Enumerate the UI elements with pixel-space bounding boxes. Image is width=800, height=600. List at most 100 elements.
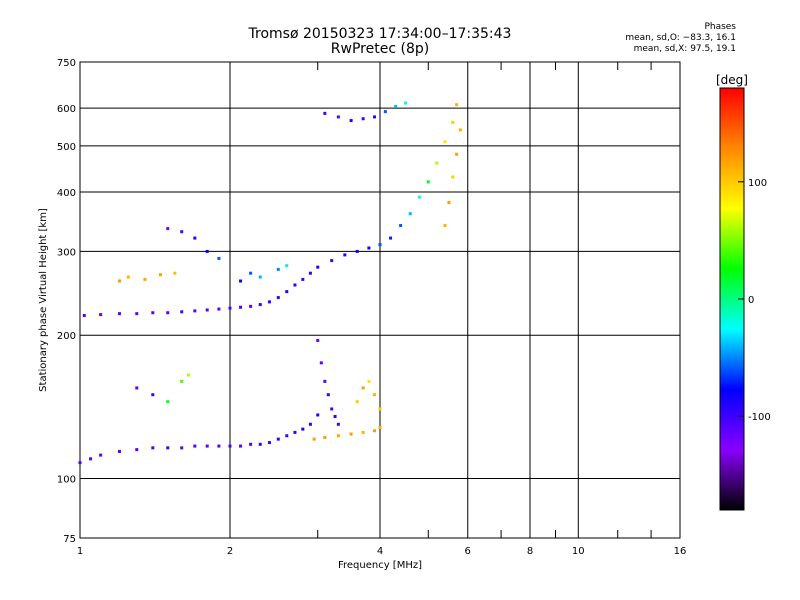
data-point: [349, 432, 353, 436]
data-point: [312, 437, 316, 441]
data-point: [135, 386, 139, 390]
data-point: [323, 379, 327, 383]
data-point: [389, 236, 393, 240]
data-point: [336, 115, 340, 119]
data-point: [117, 279, 121, 283]
data-point: [308, 271, 312, 275]
data-point: [276, 437, 280, 441]
data-point: [249, 304, 253, 308]
data-point: [333, 414, 337, 418]
y-tick-label: 500: [57, 142, 76, 153]
data-point: [193, 444, 197, 448]
data-point: [193, 309, 197, 313]
data-point: [367, 379, 371, 383]
data-point: [301, 427, 305, 431]
data-point: [258, 442, 262, 446]
data-point: [285, 434, 289, 438]
data-point: [323, 111, 327, 115]
data-point: [355, 249, 359, 253]
data-point: [180, 230, 184, 234]
phases-o-stats: mean, sd,O: −83.3, 16.1: [625, 33, 736, 43]
data-point: [373, 115, 377, 119]
data-point: [151, 446, 155, 450]
data-point: [293, 430, 297, 434]
data-point: [394, 104, 398, 108]
data-point: [166, 446, 170, 450]
y-axis-label: Stationary phase Virtual Height [km]: [38, 208, 49, 392]
data-point: [82, 314, 86, 318]
data-point: [330, 407, 334, 411]
x-tick-label: 10: [572, 546, 585, 557]
x-tick-label: 4: [377, 546, 383, 557]
data-point: [173, 271, 177, 275]
phases-title: Phases: [704, 22, 736, 32]
data-point: [135, 448, 139, 452]
data-point: [151, 311, 155, 315]
data-point: [447, 201, 451, 205]
data-point: [276, 296, 280, 300]
data-point: [343, 253, 347, 257]
data-point: [378, 243, 382, 247]
x-tick-label: 6: [465, 546, 471, 557]
y-tick-label: 100: [57, 475, 76, 486]
data-point: [285, 264, 289, 268]
data-point: [451, 120, 455, 124]
data-point: [249, 442, 253, 446]
data-point: [217, 256, 221, 260]
data-point: [158, 273, 162, 277]
data-point: [186, 373, 190, 377]
data-point: [308, 422, 312, 426]
y-tick-label: 600: [57, 104, 76, 115]
x-tick-label: 1: [77, 546, 83, 557]
chart-title: Tromsø 20150323 17:34:00–17:35:43: [248, 26, 512, 42]
data-point: [135, 312, 139, 316]
data-point: [316, 338, 320, 342]
y-tick-label: 400: [57, 188, 76, 199]
data-point: [143, 277, 147, 281]
data-point: [78, 461, 82, 465]
data-point: [326, 393, 330, 397]
y-tick-label: 200: [57, 331, 76, 342]
data-point: [117, 449, 121, 453]
y-tick-label: 75: [63, 534, 76, 545]
data-point: [383, 110, 387, 114]
x-tick-label: 8: [527, 546, 533, 557]
data-point: [330, 259, 334, 263]
data-point: [399, 224, 403, 228]
data-point: [361, 117, 365, 121]
data-point: [180, 446, 184, 450]
data-point: [319, 361, 323, 365]
data-point: [205, 308, 209, 312]
data-point: [99, 313, 103, 317]
data-point: [258, 275, 262, 279]
data-point: [373, 429, 377, 433]
data-point: [443, 140, 447, 144]
data-point: [126, 275, 130, 279]
data-point: [316, 413, 320, 417]
data-point: [276, 267, 280, 271]
data-point: [166, 227, 170, 231]
x-axis-label: Frequency [MHz]: [338, 560, 422, 571]
data-point: [455, 152, 459, 156]
data-point: [151, 393, 155, 397]
data-point: [249, 271, 253, 275]
data-point: [285, 290, 289, 294]
data-point: [455, 103, 459, 107]
data-point: [117, 312, 121, 316]
colorbar-tick-label: 0: [748, 295, 754, 306]
data-point: [403, 101, 407, 105]
data-point: [408, 212, 412, 216]
data-point: [205, 249, 209, 253]
data-point: [378, 407, 382, 411]
chart-subtitle: RwPretec (8p): [330, 41, 430, 57]
data-point: [267, 441, 271, 445]
data-point: [316, 265, 320, 269]
data-point: [417, 195, 421, 199]
data-point: [355, 400, 359, 404]
data-point: [217, 307, 221, 311]
data-point: [193, 236, 197, 240]
data-point: [180, 310, 184, 314]
data-point: [293, 283, 297, 287]
x-tick-label: 2: [227, 546, 233, 557]
